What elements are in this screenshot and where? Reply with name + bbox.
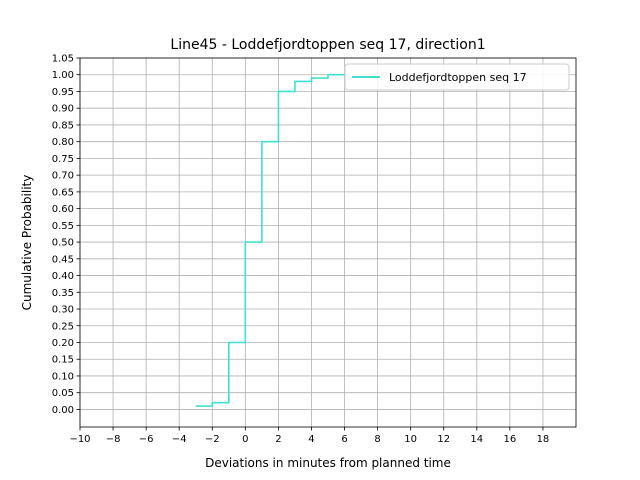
x-tick-label: 16 xyxy=(503,434,516,445)
x-tick-label: 14 xyxy=(470,434,483,445)
x-tick-label: 8 xyxy=(374,434,380,445)
y-axis-title: Cumulative Probability xyxy=(20,175,34,311)
legend-box xyxy=(344,63,570,91)
x-tick-label: 10 xyxy=(404,434,417,445)
axis-ticks: −10 −8 −6 −4 −2 0 2 4 6 8 10 12 14 16 18 0.00 0.05 0.10 0.… xyxy=(52,54,550,446)
series-layer xyxy=(195,73,345,407)
y-tick-label: 0.25 xyxy=(52,321,74,332)
y-tick-label: 0.95 xyxy=(52,87,74,98)
x-tick-label: −8 xyxy=(106,434,121,445)
x-tick-label: −6 xyxy=(139,434,154,445)
y-tick-label: 0.45 xyxy=(52,254,74,265)
y-tick-label: 0.55 xyxy=(52,221,74,232)
chart-title: Line45 - Loddefjordtoppen seq 17, direct… xyxy=(170,37,485,53)
y-tick-label: 0.50 xyxy=(52,238,74,249)
x-axis-title: Deviations in minutes from planned time xyxy=(205,456,451,470)
y-tick-label: 0.75 xyxy=(52,154,74,165)
y-tick-label: 0.90 xyxy=(52,104,74,115)
series-line xyxy=(195,73,345,407)
y-tick-label: 0.20 xyxy=(52,338,74,349)
y-tick-label: 0.80 xyxy=(52,137,74,148)
y-tick-label: 0.70 xyxy=(52,171,74,182)
x-tick-label: 4 xyxy=(308,434,314,445)
x-tick-label: 18 xyxy=(537,434,550,445)
x-tick-label: 0 xyxy=(242,434,248,445)
y-tick-label: 1.05 xyxy=(52,54,74,65)
y-tick-label: 1.00 xyxy=(52,70,74,81)
plot-area xyxy=(79,57,577,428)
x-tick-label: 12 xyxy=(437,434,450,445)
x-tick-label: −2 xyxy=(205,434,220,445)
x-tick-label: −10 xyxy=(69,434,90,445)
y-tick-label: 0.60 xyxy=(52,204,74,215)
y-tick-label: 0.10 xyxy=(52,371,74,382)
x-tick-label: 2 xyxy=(275,434,281,445)
y-tick-label: 0.65 xyxy=(52,187,74,198)
legend-label: Loddefjordtoppen seq 17 xyxy=(389,71,527,84)
y-tick-label: 0.30 xyxy=(52,305,74,316)
x-tick-label: −4 xyxy=(172,434,187,445)
y-tick-label: 0.15 xyxy=(52,355,74,366)
y-tick-label: 0.00 xyxy=(52,405,74,416)
x-tick-label: 6 xyxy=(341,434,347,445)
y-tick-label: 0.85 xyxy=(52,120,74,131)
y-tick-label: 0.05 xyxy=(52,388,74,399)
y-tick-label: 0.40 xyxy=(52,271,74,282)
y-tick-label: 0.35 xyxy=(52,288,74,299)
legend: Loddefjordtoppen seq 17 xyxy=(344,63,570,91)
